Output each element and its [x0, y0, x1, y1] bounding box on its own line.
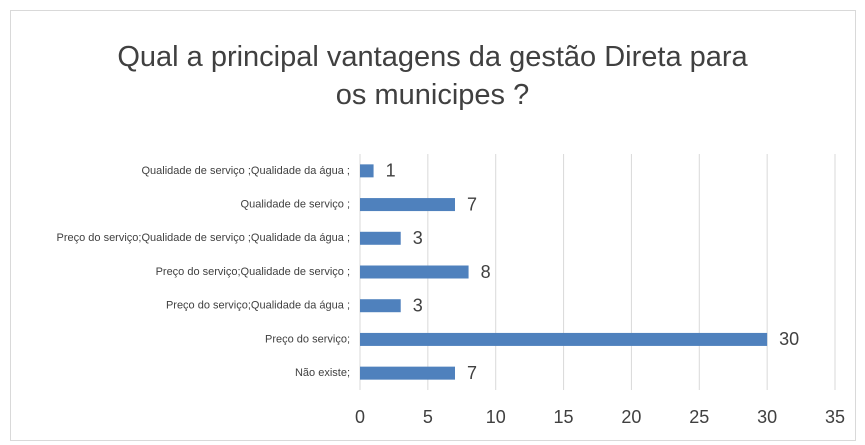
chart-title: Qual a principal vantagens da gestão Dir…	[117, 41, 748, 111]
y-tick-label: Qualidade de serviço ;	[241, 198, 350, 210]
y-tick-label: Não existe;	[295, 367, 350, 379]
x-tick-label: 25	[689, 407, 709, 427]
value-label: 8	[481, 262, 491, 282]
bar	[360, 198, 455, 212]
x-tick-label: 0	[355, 407, 365, 427]
value-label: 3	[413, 228, 423, 248]
bar	[360, 265, 469, 279]
y-tick-label: Qualidade de serviço ;Qualidade da água …	[141, 165, 350, 177]
x-tick-label: 10	[486, 407, 506, 427]
x-tick-label: 30	[757, 407, 777, 427]
x-tick-label: 15	[554, 407, 574, 427]
chart-frame	[10, 10, 856, 441]
value-label: 1	[386, 161, 396, 181]
x-tick-label: 20	[621, 407, 641, 427]
y-tick-label: Preço do serviço;Qualidade de serviço ;	[156, 266, 350, 278]
bar	[360, 231, 401, 245]
y-tick-label: Preço do serviço;Qualidade de serviço ;Q…	[56, 232, 350, 244]
y-tick-label: Preço do serviço;Qualidade da água ;	[166, 300, 350, 312]
x-tick-label: 5	[423, 407, 433, 427]
value-label: 3	[413, 295, 423, 315]
x-tick-label: 35	[825, 407, 845, 427]
bar	[360, 164, 374, 178]
bar	[360, 299, 401, 313]
y-tick-label: Preço do serviço;	[265, 333, 350, 345]
value-label: 30	[779, 329, 799, 349]
value-label: 7	[467, 363, 477, 383]
bar	[360, 332, 768, 346]
value-label: 7	[467, 194, 477, 214]
bar	[360, 366, 455, 380]
